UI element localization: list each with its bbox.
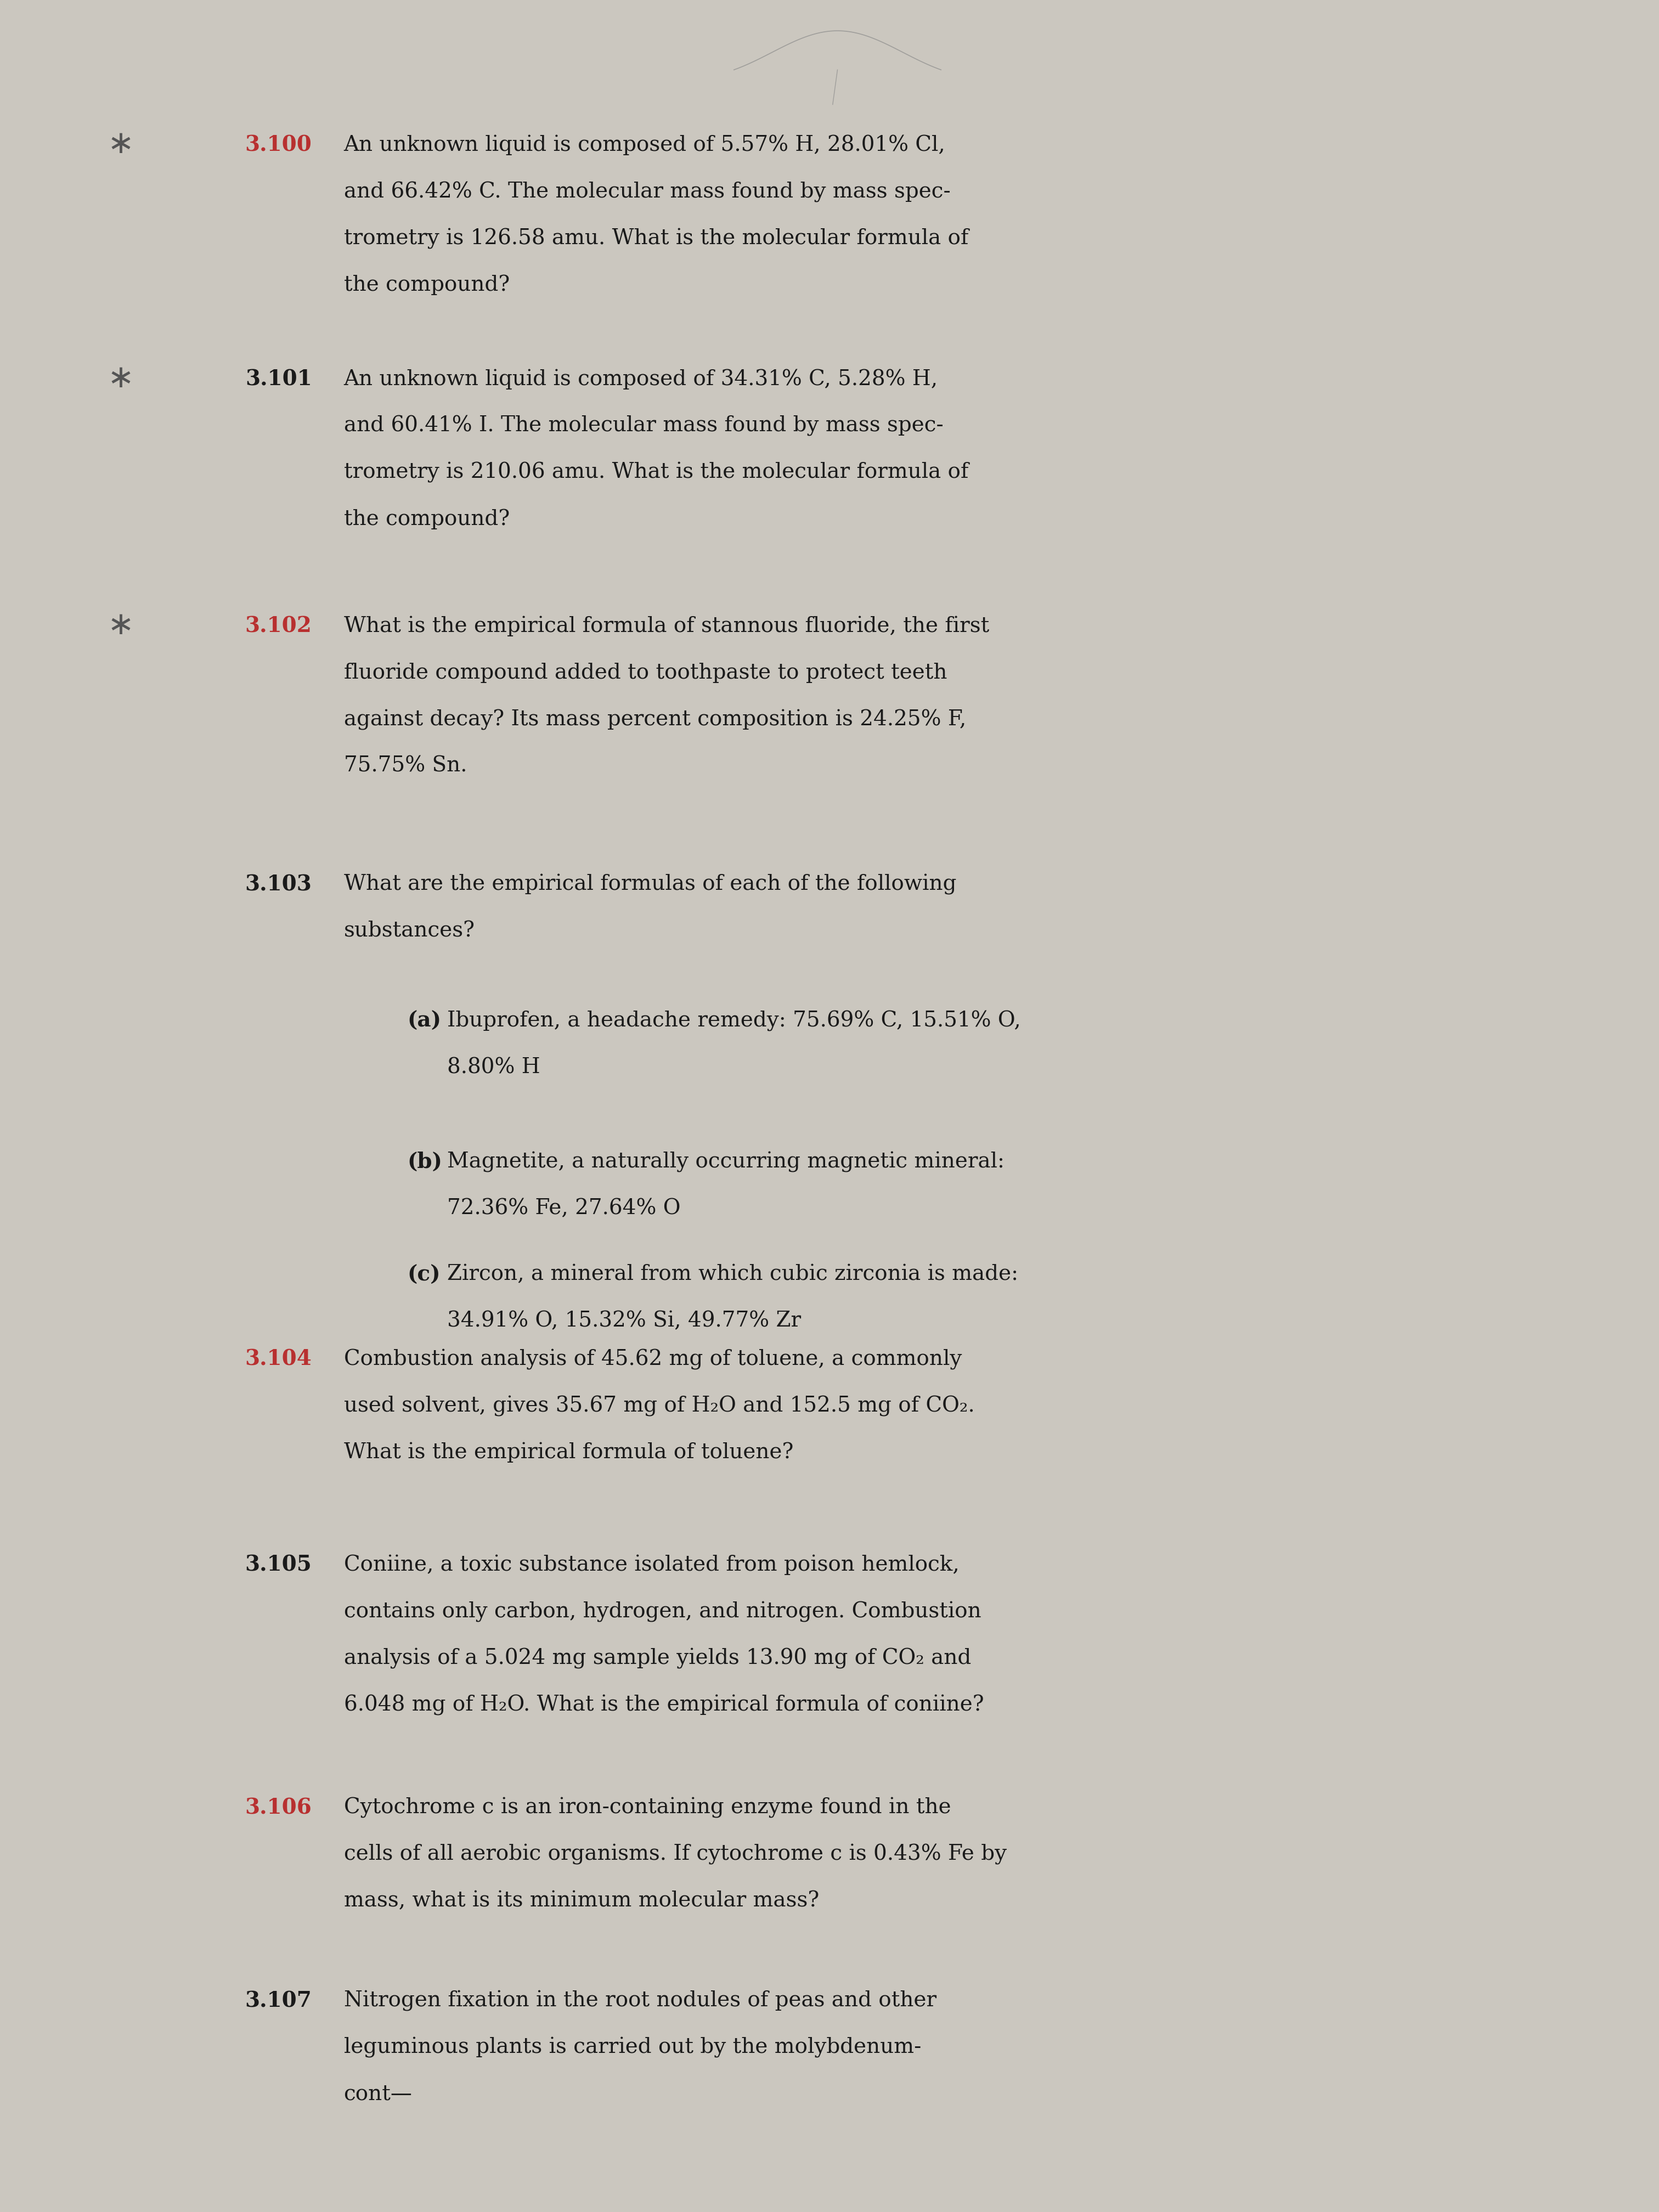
Text: ∗: ∗ [108,363,134,394]
Text: the compound?: the compound? [343,509,509,529]
Text: and 60.41% I. The molecular mass found by mass spec-: and 60.41% I. The molecular mass found b… [343,416,944,436]
Text: leguminous plants is carried out by the molybdenum-: leguminous plants is carried out by the … [343,2037,921,2057]
Text: ∗: ∗ [108,128,134,159]
Text: 8.80% H: 8.80% H [448,1057,541,1077]
Text: 3.100: 3.100 [246,135,312,155]
Text: the compound?: the compound? [343,274,509,294]
Text: 72.36% Fe, 27.64% O: 72.36% Fe, 27.64% O [448,1199,680,1219]
Text: trometry is 126.58 amu. What is the molecular formula of: trometry is 126.58 amu. What is the mole… [343,228,969,250]
Text: (c): (c) [408,1265,441,1285]
Text: 75.75% Sn.: 75.75% Sn. [343,757,466,776]
Text: substances?: substances? [343,920,474,940]
Text: 34.91% O, 15.32% Si, 49.77% Zr: 34.91% O, 15.32% Si, 49.77% Zr [448,1312,801,1332]
Text: analysis of a 5.024 mg sample yields 13.90 mg of CO₂ and: analysis of a 5.024 mg sample yields 13.… [343,1648,971,1668]
Text: What are the empirical formulas of each of the following: What are the empirical formulas of each … [343,874,956,896]
Text: Ibuprofen, a headache remedy: 75.69% C, 15.51% O,: Ibuprofen, a headache remedy: 75.69% C, … [448,1011,1020,1031]
Text: and 66.42% C. The molecular mass found by mass spec-: and 66.42% C. The molecular mass found b… [343,181,951,201]
Text: cells of all aerobic organisms. If cytochrome c is 0.43% Fe by: cells of all aerobic organisms. If cytoc… [343,1845,1007,1865]
Text: trometry is 210.06 amu. What is the molecular formula of: trometry is 210.06 amu. What is the mole… [343,462,969,482]
Text: used solvent, gives 35.67 mg of H₂O and 152.5 mg of CO₂.: used solvent, gives 35.67 mg of H₂O and … [343,1396,974,1416]
Text: (b): (b) [408,1152,443,1172]
Text: Magnetite, a naturally occurring magnetic mineral:: Magnetite, a naturally occurring magneti… [448,1152,1005,1172]
Text: ∗: ∗ [108,611,134,641]
Text: An unknown liquid is composed of 5.57% H, 28.01% Cl,: An unknown liquid is composed of 5.57% H… [343,135,946,155]
Text: Coniine, a toxic substance isolated from poison hemlock,: Coniine, a toxic substance isolated from… [343,1555,959,1575]
Text: An unknown liquid is composed of 34.31% C, 5.28% H,: An unknown liquid is composed of 34.31% … [343,369,937,389]
Text: cont—: cont— [343,2084,411,2104]
Text: 3.103: 3.103 [246,874,312,896]
Text: What is the empirical formula of stannous fluoride, the first: What is the empirical formula of stannou… [343,617,989,637]
Text: contains only carbon, hydrogen, and nitrogen. Combustion: contains only carbon, hydrogen, and nitr… [343,1601,980,1621]
Text: 3.107: 3.107 [246,1991,312,2011]
Text: What is the empirical formula of toluene?: What is the empirical formula of toluene… [343,1442,793,1462]
Text: Zircon, a mineral from which cubic zirconia is made:: Zircon, a mineral from which cubic zirco… [448,1265,1019,1285]
Text: Cytochrome c is an iron-containing enzyme found in the: Cytochrome c is an iron-containing enzym… [343,1798,951,1818]
Text: 3.106: 3.106 [246,1798,312,1818]
Text: Combustion analysis of 45.62 mg of toluene, a commonly: Combustion analysis of 45.62 mg of tolue… [343,1349,962,1369]
Text: 6.048 mg of H₂O. What is the empirical formula of coniine?: 6.048 mg of H₂O. What is the empirical f… [343,1694,984,1714]
Text: mass, what is its minimum molecular mass?: mass, what is its minimum molecular mass… [343,1891,820,1911]
Text: 3.104: 3.104 [246,1349,312,1369]
Text: 3.101: 3.101 [246,369,312,389]
Text: fluoride compound added to toothpaste to protect teeth: fluoride compound added to toothpaste to… [343,664,947,684]
Text: 3.102: 3.102 [246,617,312,637]
Text: against decay? Its mass percent composition is 24.25% F,: against decay? Its mass percent composit… [343,710,966,730]
Text: Nitrogen fixation in the root nodules of peas and other: Nitrogen fixation in the root nodules of… [343,1991,936,2011]
Text: (a): (a) [408,1011,441,1031]
Text: 3.105: 3.105 [246,1555,312,1575]
